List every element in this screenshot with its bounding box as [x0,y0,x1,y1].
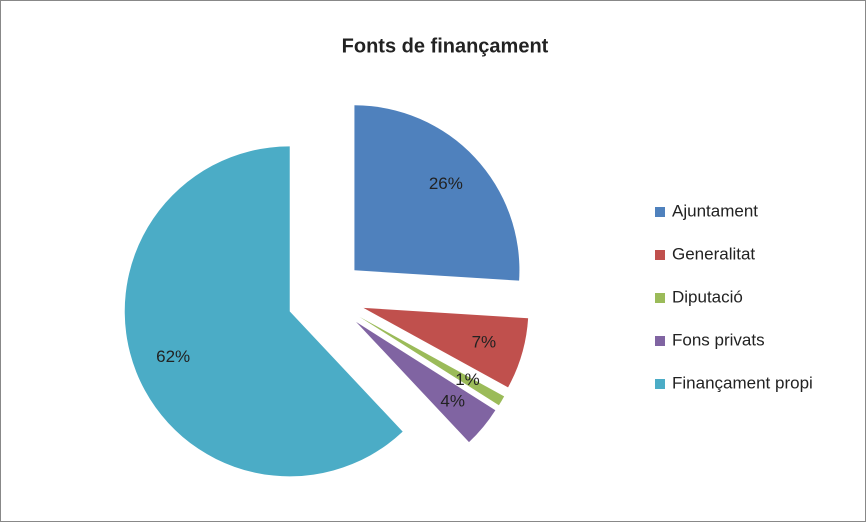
pie-slice [124,146,403,477]
legend-label: Finançament propi [672,373,813,392]
pie-slice [363,307,529,388]
data-label: 4% [440,391,465,410]
data-label: 62% [156,347,190,366]
legend-label: Diputació [672,287,743,306]
legend-swatch [655,250,665,260]
legend-swatch [655,293,665,303]
legend-label: Generalitat [672,244,755,263]
legend-swatch [655,336,665,346]
data-label: 26% [429,174,463,193]
data-label: 1% [455,370,480,389]
legend-label: Ajuntament [672,201,758,220]
chart-title: Fonts de finançament [342,35,549,57]
legend-swatch [655,207,665,217]
pie-slice [356,321,496,443]
legend-swatch [655,379,665,389]
data-label: 7% [472,332,497,351]
pie-slice [359,316,505,406]
legend-label: Fons privats [672,330,765,349]
pie-slice [354,105,520,281]
